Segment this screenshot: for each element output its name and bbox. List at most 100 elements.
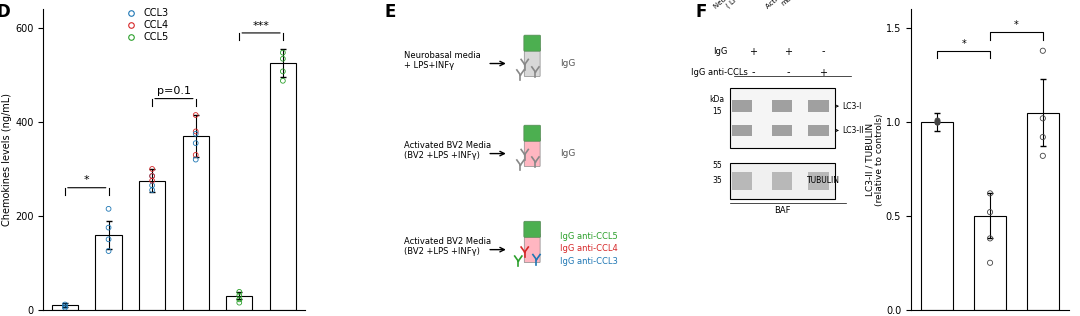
Point <box>1035 135 1052 140</box>
Bar <box>270 64 296 310</box>
Point <box>274 50 292 55</box>
Point <box>982 191 999 196</box>
Point <box>100 225 118 230</box>
Point <box>274 69 292 74</box>
FancyBboxPatch shape <box>772 125 793 136</box>
Text: LC3-II: LC3-II <box>842 126 864 135</box>
FancyBboxPatch shape <box>731 125 752 136</box>
Text: Neurobasal media
( LPS +INFγ): Neurobasal media ( LPS +INFγ) <box>713 0 770 15</box>
Point <box>187 141 204 146</box>
Text: Activated BV2
media: Activated BV2 media <box>785 0 828 3</box>
Text: Neurobasal media
+ LPS+INFγ: Neurobasal media + LPS+INFγ <box>404 51 481 70</box>
Text: IgG: IgG <box>561 59 576 68</box>
Bar <box>1027 113 1058 310</box>
FancyBboxPatch shape <box>524 48 540 76</box>
Point <box>231 293 248 298</box>
Point <box>1035 116 1052 121</box>
Point <box>187 131 204 136</box>
Legend: CCL3, CCL4, CCL5: CCL3, CCL4, CCL5 <box>121 8 168 42</box>
Point <box>100 237 118 242</box>
Bar <box>921 122 954 310</box>
Text: 15: 15 <box>712 107 721 116</box>
Text: IgG: IgG <box>713 47 727 56</box>
Text: BAF: BAF <box>774 206 791 215</box>
Bar <box>95 234 122 310</box>
Point <box>144 183 161 188</box>
FancyBboxPatch shape <box>524 125 540 141</box>
Text: ***: *** <box>253 21 270 31</box>
Text: -: - <box>821 46 825 57</box>
Bar <box>226 295 253 310</box>
Point <box>274 78 292 83</box>
Point <box>274 56 292 61</box>
Point <box>187 157 204 162</box>
Point <box>56 305 73 310</box>
Text: LC3-I: LC3-I <box>842 102 862 111</box>
Text: E: E <box>384 3 396 21</box>
Text: Neurobasal media
( LPS +INFγ): Neurobasal media ( LPS +INFγ) <box>729 0 783 3</box>
Point <box>187 112 204 118</box>
Text: IgG anti-CCL4: IgG anti-CCL4 <box>561 244 618 253</box>
Point <box>982 210 999 215</box>
Text: -: - <box>786 68 789 77</box>
Text: *: * <box>961 39 966 49</box>
Point <box>144 187 161 192</box>
Text: 55: 55 <box>712 161 721 170</box>
Point <box>187 152 204 157</box>
Bar <box>139 181 165 310</box>
Text: D: D <box>0 3 10 21</box>
Point <box>929 118 946 123</box>
FancyBboxPatch shape <box>730 88 835 148</box>
Bar <box>52 305 78 310</box>
Point <box>929 119 946 125</box>
Text: F: F <box>696 3 706 21</box>
Text: TUBULIN: TUBULIN <box>807 176 840 185</box>
Y-axis label: LC3-II / TUBULIN
(relative to controls): LC3-II / TUBULIN (relative to controls) <box>865 113 885 206</box>
FancyBboxPatch shape <box>809 172 828 190</box>
Bar <box>974 216 1005 310</box>
Point <box>144 173 161 179</box>
Text: Activated BV2
media: Activated BV2 media <box>766 0 811 15</box>
Bar <box>183 136 208 310</box>
Point <box>187 129 204 134</box>
FancyBboxPatch shape <box>524 221 540 237</box>
Point <box>982 236 999 241</box>
Point <box>144 167 161 172</box>
FancyBboxPatch shape <box>524 35 540 51</box>
Text: IgG anti-CCL3: IgG anti-CCL3 <box>561 257 618 266</box>
Point <box>1035 153 1052 158</box>
Text: -: - <box>752 68 755 77</box>
Text: *: * <box>1014 20 1018 30</box>
Text: p=0.1: p=0.1 <box>157 86 191 96</box>
Text: IgG: IgG <box>561 149 576 158</box>
Point <box>929 119 946 125</box>
Point <box>144 178 161 183</box>
Y-axis label: Chemokines levels (ng/mL): Chemokines levels (ng/mL) <box>2 93 12 226</box>
Text: Activated BV2 Media
(BV2 +LPS +INFγ): Activated BV2 Media (BV2 +LPS +INFγ) <box>404 237 491 256</box>
Point <box>982 260 999 265</box>
FancyBboxPatch shape <box>809 125 828 136</box>
FancyBboxPatch shape <box>731 100 752 112</box>
Point <box>100 206 118 211</box>
Text: +: + <box>819 68 827 77</box>
Point <box>231 289 248 295</box>
Point <box>56 304 73 309</box>
Point <box>231 300 248 305</box>
Text: *: * <box>84 175 90 185</box>
FancyBboxPatch shape <box>772 100 793 112</box>
Text: Activated BV2 Media
(BV2 +LPS +INFγ): Activated BV2 Media (BV2 +LPS +INFγ) <box>404 141 491 160</box>
Point <box>56 302 73 307</box>
Text: IgG anti-CCLs: IgG anti-CCLs <box>691 68 748 77</box>
Point <box>1035 48 1052 53</box>
FancyBboxPatch shape <box>730 162 835 199</box>
FancyBboxPatch shape <box>809 100 828 112</box>
Point <box>144 173 161 179</box>
FancyBboxPatch shape <box>524 138 540 167</box>
Text: +: + <box>750 46 757 57</box>
Text: IgG anti-CCL5: IgG anti-CCL5 <box>561 232 618 240</box>
Text: +: + <box>784 46 792 57</box>
FancyBboxPatch shape <box>731 172 752 190</box>
Point <box>100 248 118 253</box>
Point <box>231 297 248 302</box>
Text: 35: 35 <box>712 176 721 185</box>
